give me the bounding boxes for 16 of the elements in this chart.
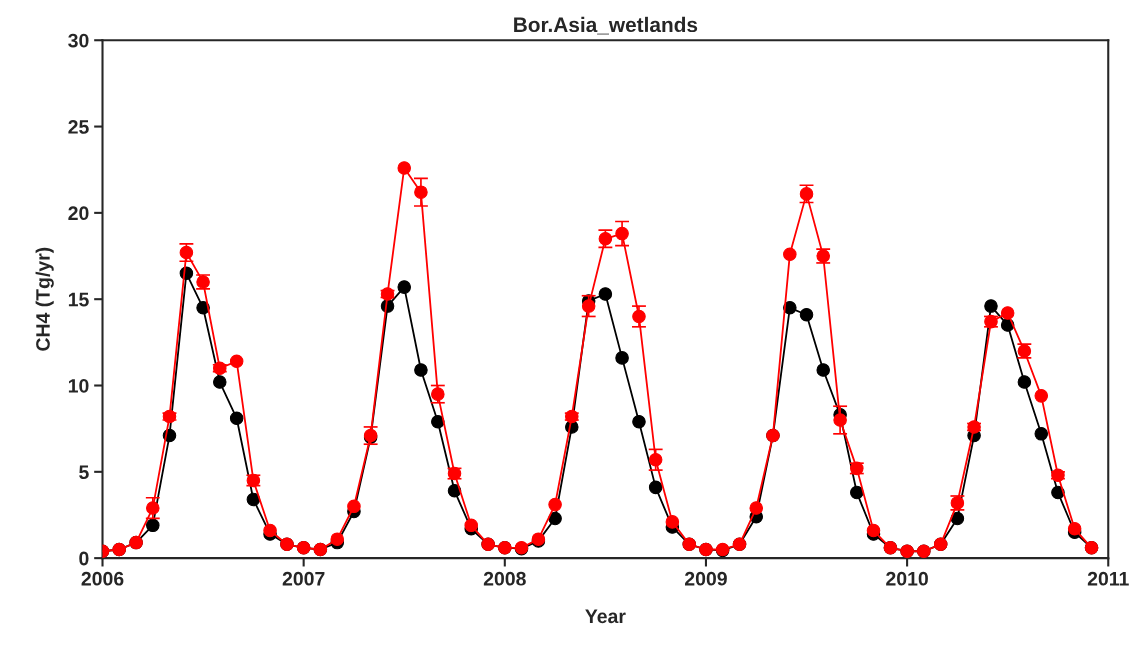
x-tick-label: 2006 [81, 571, 124, 586]
y-tick-label: 30 [68, 33, 89, 48]
x-axis-title: Year [585, 609, 626, 624]
x-tick-label: 2010 [886, 571, 928, 586]
y-tick-label: 15 [68, 292, 89, 307]
chart-title: Bor.Asia_wetlands [514, 16, 698, 35]
y-tick-label: 5 [79, 465, 89, 480]
x-tick-label: 2009 [685, 571, 727, 586]
x-tick-label: 2007 [282, 571, 325, 586]
y-tick-label: 20 [68, 206, 89, 221]
y-tick-label: 25 [68, 120, 89, 134]
y-tick-label: 0 [79, 551, 89, 566]
y-axis-title: CH4 (Tg/yr) [35, 247, 54, 351]
y-tick-label: 10 [68, 378, 89, 393]
x-tick-label: 2011 [1087, 571, 1129, 586]
x-tick-label: 2008 [483, 571, 526, 586]
